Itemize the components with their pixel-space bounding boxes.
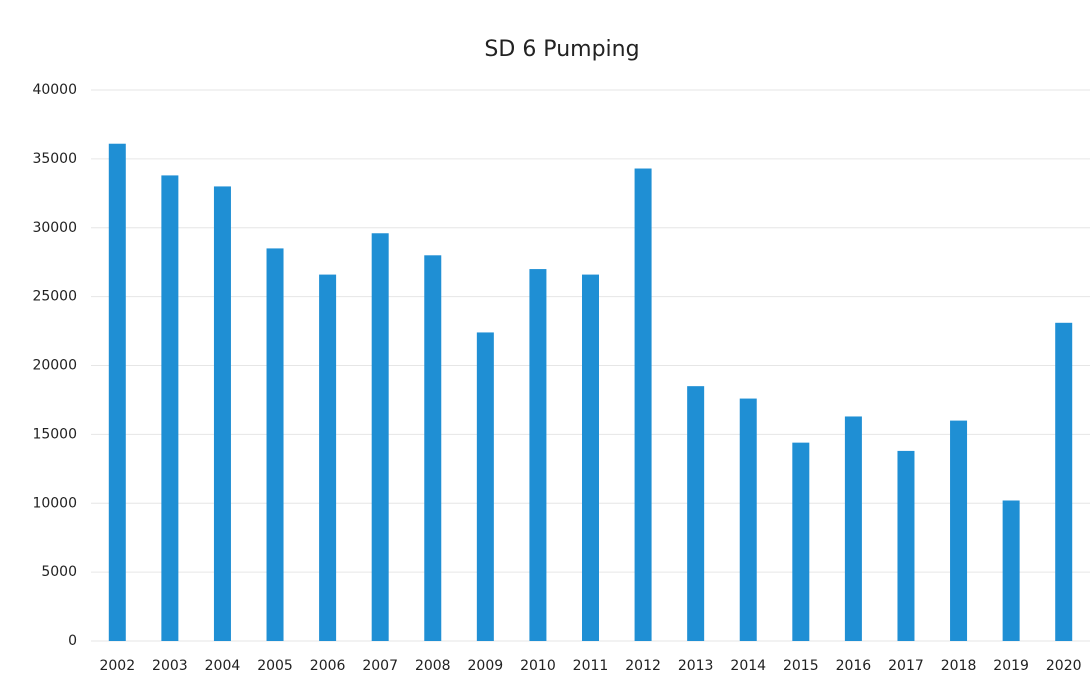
bar: [687, 386, 705, 641]
x-tick-label: 2020: [1046, 658, 1082, 674]
bar: [213, 186, 231, 642]
y-tick-label: 40000: [32, 82, 77, 98]
x-tick-label: 2013: [678, 658, 714, 674]
bar: [950, 420, 968, 641]
x-tick-label: 2005: [257, 658, 293, 674]
bar: [161, 175, 179, 641]
x-tick-label: 2017: [888, 658, 924, 674]
bar: [582, 274, 599, 641]
y-tick-label: 20000: [32, 358, 77, 374]
bar: [424, 255, 442, 642]
x-tick-label: 2009: [468, 658, 504, 674]
bar: [108, 143, 126, 641]
y-tick-label: 15000: [32, 426, 77, 442]
bar: [371, 233, 389, 641]
bar: [319, 274, 337, 641]
x-tick-label: 2007: [362, 658, 398, 674]
bar: [1002, 500, 1020, 641]
x-tick-label: 2015: [783, 658, 819, 674]
x-tick-label: 2016: [836, 658, 872, 674]
y-tick-label: 35000: [32, 151, 77, 167]
x-tick-label: 2002: [99, 658, 135, 674]
x-tick-label: 2006: [310, 658, 346, 674]
chart-title: SD 6 Pumping: [484, 37, 639, 62]
x-tick-label: 2019: [993, 658, 1029, 674]
bar: [529, 269, 547, 641]
bar: [844, 416, 862, 641]
y-tick-label: 30000: [32, 220, 77, 236]
bar: [897, 450, 915, 641]
x-tick-label: 2010: [520, 658, 556, 674]
x-tick-label: 2011: [573, 658, 609, 674]
x-tick-label: 2018: [941, 658, 977, 674]
bar: [739, 398, 757, 641]
x-tick-label: 2012: [625, 658, 661, 674]
bar: [792, 442, 810, 641]
x-tick-label: 2008: [415, 658, 451, 674]
x-tick-label: 2004: [205, 658, 241, 674]
y-tick-label: 10000: [32, 495, 77, 511]
x-tick-label: 2014: [730, 658, 766, 674]
y-tick-label: 5000: [41, 564, 77, 580]
bar: [476, 332, 494, 641]
y-tick-label: 0: [68, 633, 77, 649]
bar: [634, 168, 652, 641]
y-tick-label: 25000: [32, 289, 77, 305]
bar: [266, 248, 284, 641]
x-tick-label: 2003: [152, 658, 188, 674]
bar: [1055, 322, 1073, 641]
